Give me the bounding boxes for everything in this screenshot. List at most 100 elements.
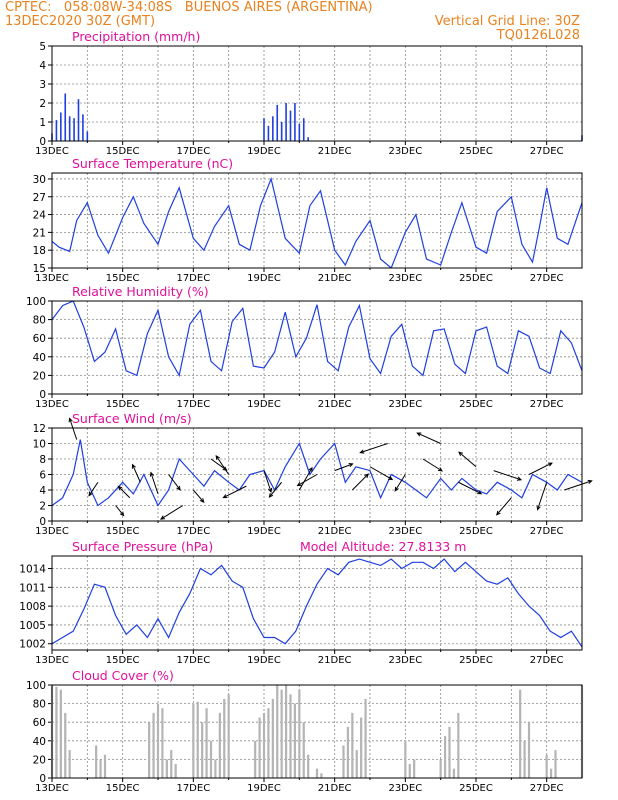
wind-arrow-head bbox=[176, 485, 181, 491]
wind-arrow-shaft bbox=[334, 463, 353, 472]
wind-arrow-head bbox=[149, 471, 155, 477]
wind-arrow-head bbox=[359, 449, 365, 454]
wind-arrow-shaft bbox=[115, 505, 124, 516]
precip-bar bbox=[285, 103, 287, 141]
wind-arrow-shaft bbox=[215, 455, 230, 475]
x-tick-label: 25DEC bbox=[459, 273, 493, 284]
x-tick-label: 27DEC bbox=[530, 146, 564, 157]
precip-bar bbox=[60, 112, 62, 141]
cloud-bar bbox=[201, 722, 204, 778]
cloud-bar bbox=[170, 750, 173, 778]
x-tick-label: 21DEC bbox=[318, 399, 352, 410]
cloud-bar bbox=[280, 689, 283, 778]
panel-2: 15 18 21 24 27 30 13DEC 15DEC 17DEC 19DEC 21DEC 23D… bbox=[33, 156, 583, 284]
precip-bar bbox=[73, 118, 75, 141]
cloud-bar bbox=[408, 764, 411, 778]
cloud-bar bbox=[227, 694, 230, 778]
precip-bar bbox=[263, 118, 265, 141]
y-tick-label: 0 bbox=[39, 136, 46, 148]
cloud-bar bbox=[55, 686, 58, 778]
cloud-bar bbox=[519, 689, 522, 778]
x-tick-label: 25DEC bbox=[459, 655, 493, 666]
y-tick-label: 5 bbox=[39, 41, 46, 53]
precip-bar bbox=[280, 122, 283, 141]
cloud-bar bbox=[95, 745, 98, 778]
wind-arrow-head bbox=[458, 451, 464, 457]
cloud-bar bbox=[68, 750, 71, 778]
plot-frame bbox=[51, 300, 583, 395]
x-tick-label: 25DEC bbox=[459, 526, 493, 537]
cloud-bar bbox=[267, 708, 270, 778]
wind-arrow-head bbox=[68, 417, 73, 423]
x-tick-label: 21DEC bbox=[318, 273, 352, 284]
precip-bar bbox=[267, 125, 270, 141]
x-tick-label: 15DEC bbox=[106, 526, 140, 537]
y-tick-label: 8 bbox=[39, 454, 46, 466]
plot-area bbox=[52, 685, 582, 778]
x-tick-label: 13DEC bbox=[35, 399, 69, 410]
wind-arrow-head bbox=[587, 479, 593, 485]
cloud-bar bbox=[523, 740, 526, 778]
panel-title: Precipitation (mm/h) bbox=[72, 29, 200, 44]
x-tick-label: 27DEC bbox=[530, 399, 564, 410]
header-datetime: 13DEC2020 30Z (GMT) bbox=[5, 14, 156, 29]
y-tick-label: 1014 bbox=[19, 564, 46, 576]
x-tick-label: 13DEC bbox=[35, 526, 69, 537]
cloud-bar bbox=[214, 759, 217, 778]
wind-arrow-head bbox=[199, 498, 205, 503]
wind-arrow-shaft bbox=[168, 474, 181, 491]
wind-arrow-shaft bbox=[496, 497, 512, 516]
wind-arrow-shaft bbox=[150, 472, 159, 495]
precip-bar bbox=[64, 93, 67, 141]
y-tick-label: 21 bbox=[33, 227, 46, 239]
x-tick-label: 19DEC bbox=[247, 146, 281, 157]
y-tick-label: 1011 bbox=[19, 582, 46, 594]
cloud-bar bbox=[320, 773, 323, 778]
x-tick-label: 21DEC bbox=[318, 526, 352, 537]
wind-arrow-shaft bbox=[223, 485, 247, 499]
x-tick-label: 27DEC bbox=[530, 655, 564, 666]
cloud-bar bbox=[448, 726, 451, 778]
panel-5: 1002 1005 1008 1011 1014 13DEC 15DEC 17DEC 19DEC… bbox=[19, 539, 583, 666]
wind-arrow-shaft bbox=[564, 480, 592, 491]
panel-title: Surface Pressure (hPa) bbox=[72, 539, 213, 554]
cloud-bar bbox=[351, 712, 354, 778]
precip-bar bbox=[86, 131, 89, 141]
cloud-bar bbox=[192, 703, 195, 778]
cloud-bar bbox=[254, 740, 257, 778]
wind-arrow-shaft bbox=[422, 458, 443, 472]
cloud-bar bbox=[284, 685, 288, 778]
wind-arrow-shaft bbox=[192, 489, 205, 503]
precip-bar bbox=[307, 137, 309, 141]
panel-title: Relative Humidity (%) bbox=[72, 284, 209, 299]
wind-arrow-shaft bbox=[394, 474, 406, 492]
precip-bar bbox=[294, 103, 296, 141]
wind-arrow-shaft bbox=[298, 467, 313, 491]
y-tick-label: 27 bbox=[33, 192, 46, 204]
x-tick-label: 13DEC bbox=[35, 655, 69, 666]
panel-6: 0 20 40 60 80 100 13DEC 15DEC 17DEC 19DEC 21DEC 23D… bbox=[26, 668, 584, 794]
x-tick-label: 21DEC bbox=[318, 655, 352, 666]
y-tick-label: 4 bbox=[39, 60, 46, 72]
x-tick-label: 23DEC bbox=[388, 526, 422, 537]
precip-bar bbox=[68, 116, 71, 141]
cloud-bar bbox=[457, 712, 460, 778]
x-tick-label: 21DEC bbox=[318, 146, 352, 157]
cloud-bar bbox=[302, 722, 305, 778]
plot-frame bbox=[51, 427, 583, 522]
wind-arrow-shaft bbox=[360, 443, 388, 454]
x-tick-label: 23DEC bbox=[388, 273, 422, 284]
y-tick-label: 1008 bbox=[19, 601, 46, 613]
y-tick-label: 6 bbox=[39, 470, 46, 482]
wind-arrow-shaft bbox=[268, 481, 283, 498]
wind-arrow-head bbox=[296, 482, 302, 487]
y-tick-label: 0 bbox=[39, 773, 46, 785]
wind-arrow-head bbox=[131, 463, 136, 469]
precip-bar bbox=[77, 99, 80, 141]
y-tick-label: 2 bbox=[39, 98, 46, 110]
panel-title: Surface Temperature (nC) bbox=[72, 156, 233, 171]
x-tick-label: 17DEC bbox=[176, 655, 210, 666]
wind-arrow-head bbox=[222, 466, 228, 471]
plot-area bbox=[52, 556, 582, 650]
